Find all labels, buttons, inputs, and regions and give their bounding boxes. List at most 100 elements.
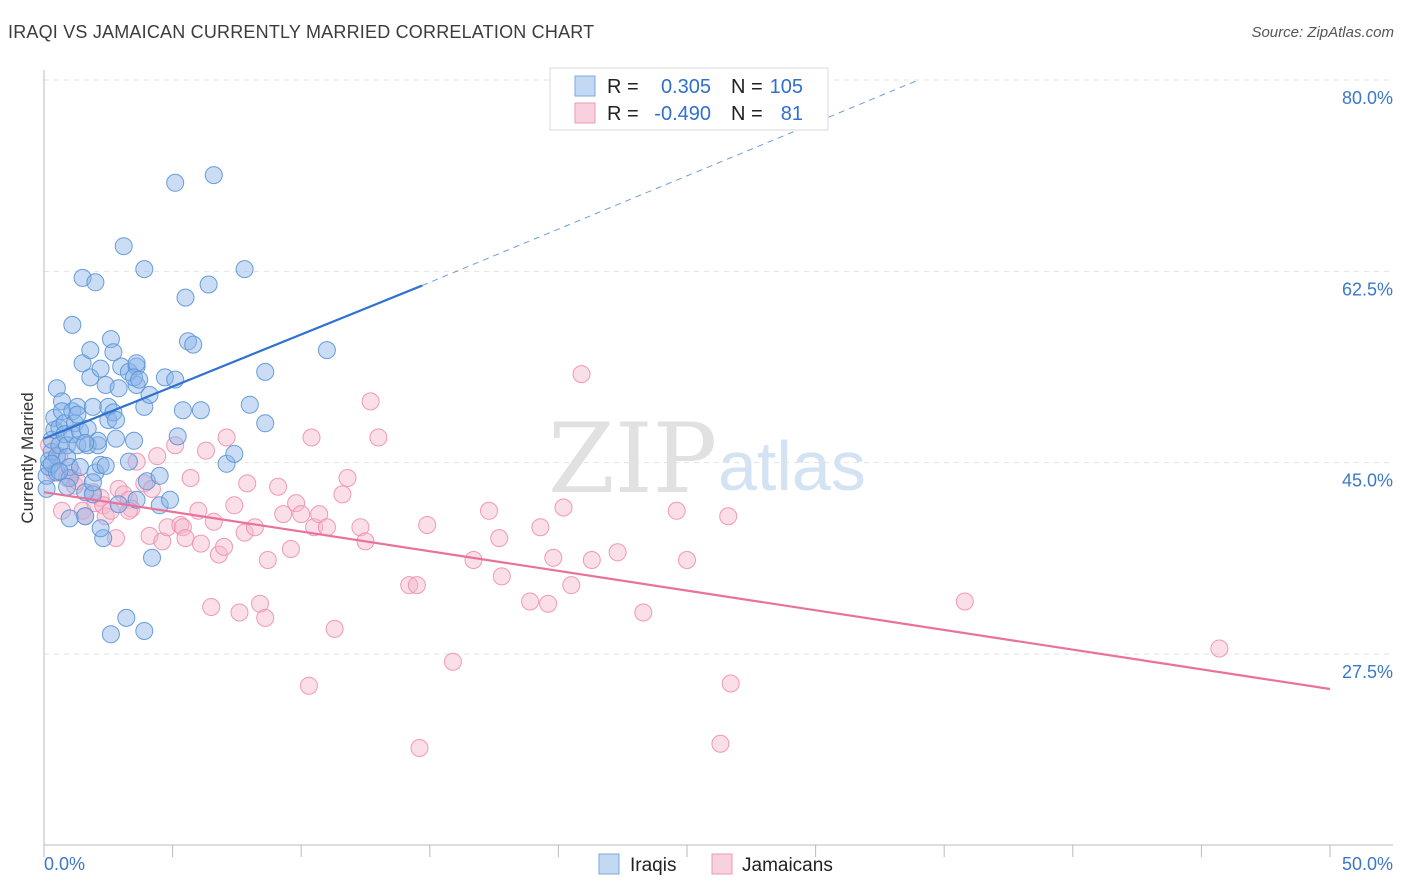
legend-r-value-1: 0.305 [661,76,711,98]
legend-n-value-1: 105 [770,76,803,98]
jamaicans-point [582,551,601,569]
jamaicans-point [215,537,233,556]
gridlines [44,79,1393,655]
iraqis-point [83,397,102,416]
iraqis-point [150,466,169,485]
iraqis-point [191,401,210,420]
iraqis-point [50,462,69,481]
jamaicans-point [173,518,192,537]
jamaicans-point [274,505,293,524]
series-iraqis-points [37,166,336,644]
jamaicans-point [299,676,318,695]
y-tick-label: 27.5% [1342,662,1393,682]
jamaicans-point [544,548,563,567]
jamaicans-point [245,518,264,537]
iraqis-point [130,370,149,389]
jamaicans-point [191,534,210,553]
jamaicans-point [521,592,540,611]
iraqis-point [58,477,77,496]
y-axis-title: Currently Married [18,392,37,523]
iraqis-point [86,273,105,292]
iraqis-point [168,427,187,446]
iraqis-point [117,608,136,627]
jamaicans-point [400,576,419,595]
iraqis-point [109,379,128,398]
iraqis-point [91,455,110,474]
iraqis-point [135,260,154,279]
jamaicans-point [107,529,125,548]
jamaicans-point [53,501,71,520]
iraqis-point [68,397,87,416]
iraqis-point [199,275,218,294]
iraqis-point [176,288,195,307]
iraqis-point [125,431,143,450]
bottom-legend-jamaican-label: Jamaicans [742,855,833,876]
jamaicans-point [333,485,352,504]
iraqis-point [101,330,120,349]
x-tick-labels: 0.0% 50.0% [44,854,1393,874]
jamaicans-point [562,576,581,595]
jamaicans-point [711,734,730,753]
jamaicans-point [325,619,344,638]
jamaicans-point [531,518,550,537]
iraqis-point [256,362,275,381]
jamaicans-trend-line [43,491,1331,691]
iraqis-point [76,434,95,452]
jamaicans-point [292,505,311,524]
legend-jamaican-swatch [574,102,596,124]
watermark-atlas: atlas [718,427,866,505]
watermark: ZIP atlas [548,403,866,515]
jamaicans-point [153,532,172,551]
jamaicans-point [251,594,269,613]
iraqis-point [91,519,110,538]
jamaicans-point [317,518,336,537]
iraqis-point [42,454,61,473]
x-tick-label: 50.0% [1342,854,1393,874]
jamaicans-point [492,567,511,586]
legend-r-label-1: R = [607,76,639,98]
axes [43,70,1393,846]
jamaicans-point [238,474,257,493]
jamaicans-point [369,428,388,447]
iraqis-point [107,429,125,448]
jamaicans-point [678,551,696,569]
jamaicans-point [204,512,223,531]
jamaicans-point [235,523,254,542]
series-jamaicans-points [40,365,1229,757]
iraqis-point [225,444,244,463]
jamaicans-point [721,674,740,693]
iraqis-point [91,359,110,378]
iraqis-trend-extension [421,79,919,287]
jamaicans-point [230,603,249,622]
iraqis-point [240,395,259,414]
legend-iraqi-swatch [574,75,596,97]
iraqis-point [184,335,203,354]
series-legend: Iraqis Jamaicans [598,853,833,876]
iraqis-point [68,405,87,424]
iraqis-point [135,622,154,640]
iraqis-point [114,237,133,256]
jamaicans-point [202,598,221,616]
jamaicans-point [302,428,321,447]
jamaicans-point [1210,639,1229,658]
jamaicans-point [480,501,498,520]
x-axis-ticks [43,845,1331,857]
iraqis-point [76,507,95,526]
jamaicans-point [608,543,627,562]
iraqis-point [81,341,100,360]
jamaicans-point [955,592,974,611]
iraqis-point [83,473,102,492]
jamaicans-point [634,603,653,622]
legend-n-label-2: N = [731,103,763,125]
iraqis-point [166,173,185,192]
jamaicans-point [351,518,370,537]
legend-box [549,67,829,131]
jamaicans-point [96,507,115,526]
jamaicans-point [667,501,686,520]
correlation-legend: R = 0.305 N = 105 R = -0.490 N = 81 [549,67,829,131]
jamaicans-point [225,496,244,515]
legend-r-label-2: R = [607,103,639,125]
iraqis-point [143,548,161,567]
jamaicans-point [127,452,146,471]
legend-r-value-2: -0.490 [654,103,711,125]
